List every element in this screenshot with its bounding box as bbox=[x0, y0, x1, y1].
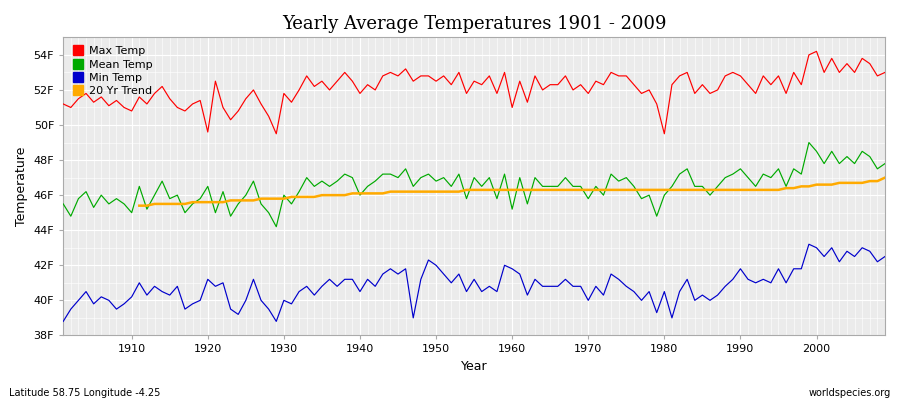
20 Yr Trend bbox=[309, 194, 320, 199]
Mean Temp bbox=[606, 172, 616, 176]
Min Temp bbox=[58, 319, 68, 324]
20 Yr Trend bbox=[529, 188, 540, 192]
Min Temp bbox=[507, 266, 517, 271]
Legend: Max Temp, Mean Temp, Min Temp, 20 Yr Trend: Max Temp, Mean Temp, Min Temp, 20 Yr Tre… bbox=[68, 43, 156, 100]
Min Temp bbox=[500, 263, 510, 268]
Mean Temp bbox=[339, 172, 350, 176]
20 Yr Trend bbox=[507, 188, 517, 192]
20 Yr Trend bbox=[134, 203, 145, 208]
Max Temp bbox=[515, 79, 526, 84]
Mean Temp bbox=[515, 175, 526, 180]
20 Yr Trend bbox=[879, 175, 890, 180]
Max Temp bbox=[507, 105, 517, 110]
20 Yr Trend bbox=[362, 191, 373, 196]
Mean Temp bbox=[58, 202, 68, 206]
X-axis label: Year: Year bbox=[461, 360, 488, 373]
Max Temp bbox=[271, 131, 282, 136]
Max Temp bbox=[339, 70, 350, 75]
Title: Yearly Average Temperatures 1901 - 2009: Yearly Average Temperatures 1901 - 2009 bbox=[282, 15, 666, 33]
Max Temp bbox=[811, 49, 822, 54]
Line: 20 Yr Trend: 20 Yr Trend bbox=[140, 178, 885, 206]
Y-axis label: Temperature: Temperature bbox=[15, 147, 28, 226]
Max Temp bbox=[58, 102, 68, 106]
Mean Temp bbox=[119, 202, 130, 206]
Mean Temp bbox=[507, 207, 517, 212]
Text: worldspecies.org: worldspecies.org bbox=[809, 388, 891, 398]
Max Temp bbox=[606, 70, 616, 75]
Min Temp bbox=[879, 254, 890, 259]
Min Temp bbox=[332, 284, 343, 289]
Mean Temp bbox=[879, 161, 890, 166]
Min Temp bbox=[286, 302, 297, 306]
20 Yr Trend bbox=[720, 188, 731, 192]
Min Temp bbox=[119, 302, 130, 306]
Mean Temp bbox=[293, 189, 304, 194]
Max Temp bbox=[293, 88, 304, 92]
Min Temp bbox=[804, 242, 814, 247]
Line: Min Temp: Min Temp bbox=[63, 244, 885, 321]
Text: Latitude 58.75 Longitude -4.25: Latitude 58.75 Longitude -4.25 bbox=[9, 388, 160, 398]
Max Temp bbox=[879, 70, 890, 75]
Min Temp bbox=[598, 293, 609, 298]
20 Yr Trend bbox=[332, 193, 343, 198]
Mean Temp bbox=[271, 224, 282, 229]
Line: Mean Temp: Mean Temp bbox=[63, 142, 885, 227]
Max Temp bbox=[119, 105, 130, 110]
Line: Max Temp: Max Temp bbox=[63, 51, 885, 134]
Mean Temp bbox=[804, 140, 814, 145]
